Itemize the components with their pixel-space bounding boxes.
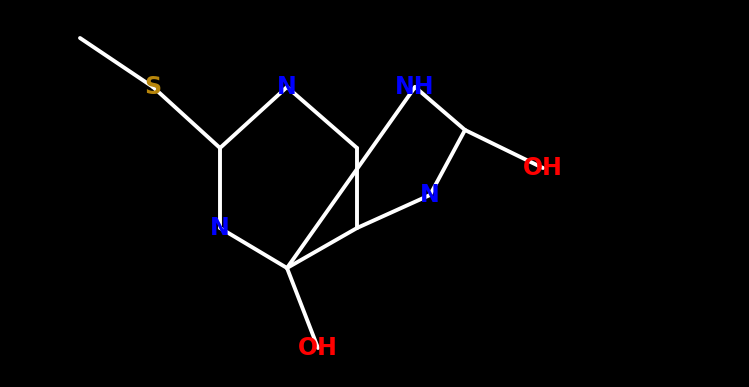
Text: N: N xyxy=(420,183,440,207)
Text: OH: OH xyxy=(298,336,338,360)
Text: N: N xyxy=(210,216,230,240)
Text: N: N xyxy=(277,75,297,99)
Text: S: S xyxy=(145,75,162,99)
Text: NH: NH xyxy=(395,75,434,99)
Text: OH: OH xyxy=(523,156,563,180)
